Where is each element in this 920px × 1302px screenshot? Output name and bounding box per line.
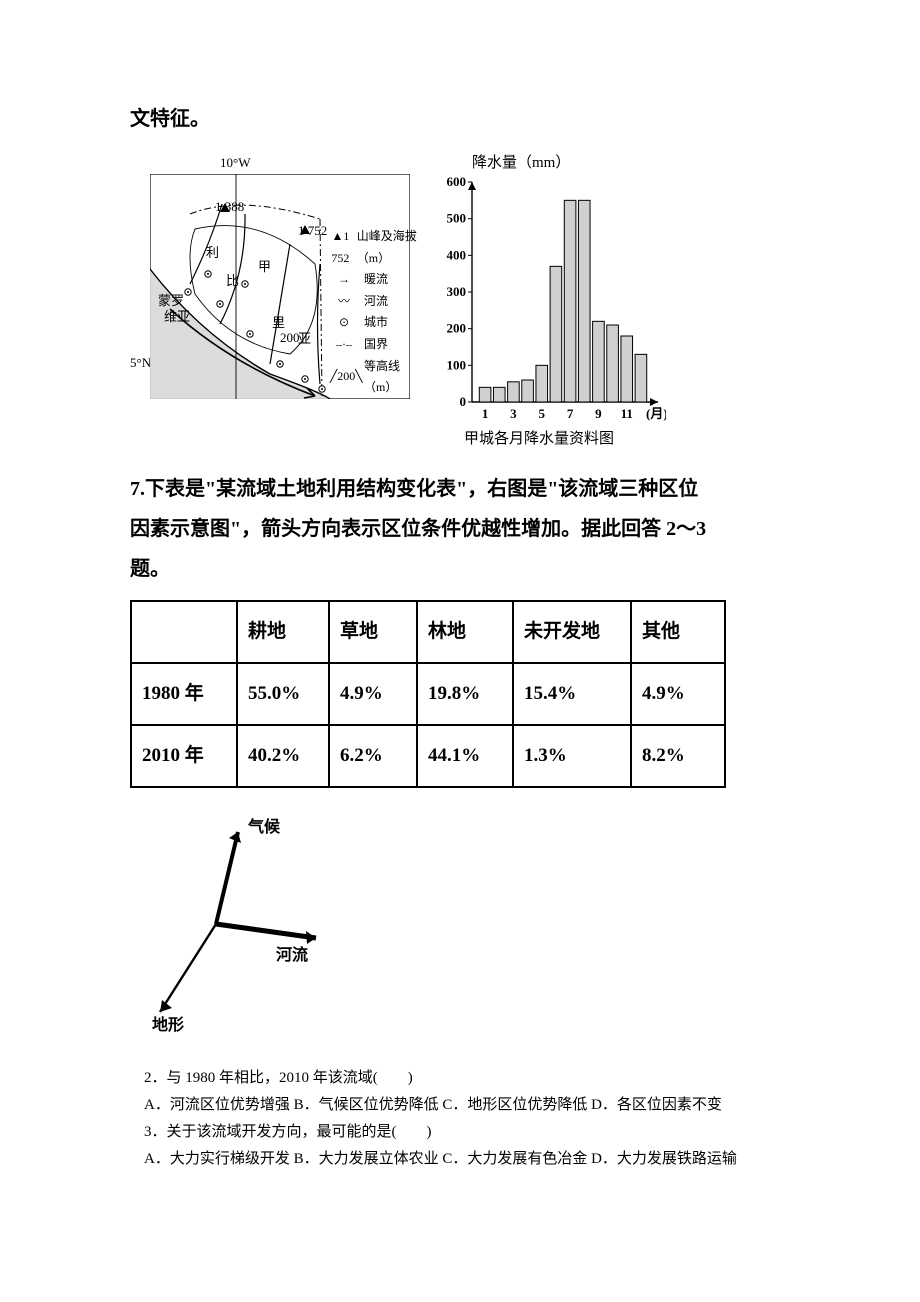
legend-contour: 等高线（m） [364,356,426,399]
table-cell: 1980 年 [131,663,237,725]
chart-svg: 0 100 200 300 400 500 600 1 3 5 7 9 11 (月) [430,176,666,432]
q7-intro-line3: 题。 [130,550,790,588]
legend-border: 国界 [364,334,388,356]
map-legend: ▲1 752 山峰及海拔（m） → 暖流 〰河流 ⊙ 城市 –·– 国界 ╱200╲ 等高… [330,226,426,399]
legend-contour-sym: ╱200╲ [330,366,358,388]
chart-y-title: 降水量（mm） [472,156,570,171]
svg-text:河流: 河流 [276,945,308,964]
svg-text:100: 100 [447,357,467,372]
svg-text:400: 400 [447,247,467,262]
table-cell: 4.9% [329,663,417,725]
map-region-li2: 里 [272,316,285,329]
svg-text:1: 1 [482,406,489,421]
table-cell: 2010 年 [131,725,237,787]
svg-text:0: 0 [460,394,467,409]
map-block: 10°W 5°N [130,156,426,428]
q7-number: 7. [130,478,145,500]
svg-text:气候: 气候 [247,817,281,836]
table-row: 1980 年55.0%4.9%19.8%15.4%4.9% [131,663,725,725]
svg-text:地形: 地形 [152,1015,184,1034]
map-region-monrovia-b: 维亚 [164,310,190,323]
map-region-jia: 甲 [258,260,271,273]
table-cell: 44.1% [417,725,513,787]
map-region-ya: 亚 [298,332,311,345]
precip-chart: 降水量（mm） 0 100 200 300 400 500 600 1 3 5 7 9 11 (月) 甲城… [430,156,666,456]
q3-stem: 3．关于该流域开发方向，最可能的是( ) [144,1119,790,1146]
table-header: 未开发地 [513,601,631,663]
table-cell: 8.2% [631,725,725,787]
map-latitude-label: 5°N [130,356,151,369]
table-cell: 40.2% [237,725,329,787]
arrow-diagram: 气候河流地形 [136,814,346,1034]
table-cell: 19.8% [417,663,513,725]
table-row: 2010 年40.2%6.2%44.1%1.3%8.2% [131,725,725,787]
table-header: 林地 [417,601,513,663]
chart-caption: 甲城各月降水量资料图 [464,432,614,447]
q3-options: A．大力实行梯级开发 B．大力发展立体农业 C．大力发展有色冶金 D．大力发展铁… [144,1146,790,1173]
svg-text:500: 500 [447,211,467,226]
svg-text:5: 5 [539,406,546,421]
map-region-monrovia-a: 蒙罗 [158,294,184,307]
legend-peak-sym: ▲1 752 [330,226,351,269]
table-cell: 4.9% [631,663,725,725]
svg-text:200: 200 [447,321,467,336]
question-block: 2．与 1980 年相比，2010 年该流域( ) A．河流区位优势增强 B．气… [144,1065,790,1173]
land-use-table: 耕地草地林地未开发地其他1980 年55.0%4.9%19.8%15.4%4.9… [130,600,726,788]
map-peak2-label: 1 752 [298,224,327,237]
legend-border-sym: –·– [330,334,358,356]
q7-intro-line1: 7.下表是"某流域土地利用结构变化表"，右图是"该流域三种区位 [130,470,790,508]
svg-text:11: 11 [621,406,633,421]
legend-peak: 山峰及海拔（m） [357,226,426,269]
table-header: 草地 [329,601,417,663]
map-region-bi: 比 [226,274,239,287]
table-header: 其他 [631,601,725,663]
q7-intro-line2: 因素示意图"，箭头方向表示区位条件优越性增加。据此回答 2～3 [130,510,790,548]
table-cell: 55.0% [237,663,329,725]
map-longitude-label: 10°W [220,156,250,169]
legend-city-sym: ⊙ [330,312,358,334]
q2-options: A．河流区位优势增强 B．气候区位优势降低 C．地形区位优势降低 D．各区位因素… [144,1092,790,1119]
legend-current-sym: → [330,269,358,291]
svg-text:7: 7 [567,406,574,421]
figure-row: 10°W 5°N [130,156,790,456]
legend-current: 暖流 [364,269,388,291]
table-cell: 6.2% [329,725,417,787]
table-cell: 15.4% [513,663,631,725]
svg-text:(月): (月) [646,406,666,421]
q2-stem: 2．与 1980 年相比，2010 年该流域( ) [144,1065,790,1092]
svg-text:3: 3 [510,406,517,421]
legend-river: 河流 [364,291,388,313]
table-header [131,601,237,663]
svg-text:300: 300 [447,284,467,299]
map-region-li: 利 [206,246,219,259]
legend-river-sym: 〰 [330,291,358,313]
svg-text:600: 600 [447,176,467,189]
intro-fragment: 文特征。 [130,100,790,138]
svg-text:9: 9 [595,406,602,421]
legend-city: 城市 [364,312,388,334]
map-contour-200: 200 [280,331,300,344]
q7-intro-a: 下表是"某流域土地利用结构变化表"，右图是"该流域三种区位 [145,478,698,500]
map-peak1-label: 1 388 [215,200,244,213]
table-header: 耕地 [237,601,329,663]
table-cell: 1.3% [513,725,631,787]
